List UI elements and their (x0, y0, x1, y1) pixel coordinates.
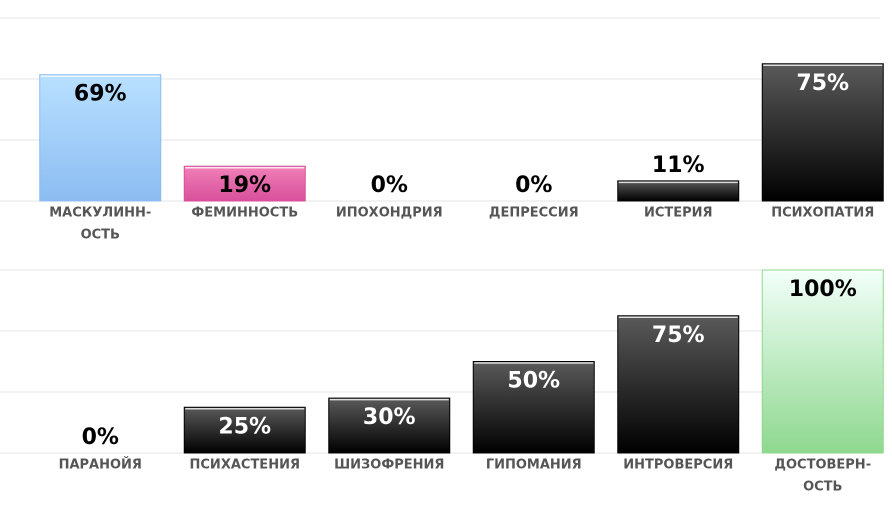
bar (617, 315, 740, 454)
value-label: 69% (74, 82, 127, 107)
value-label: 75% (796, 71, 849, 96)
bar (617, 180, 740, 202)
x-tick-label: ПСИХОПАТИЯ (771, 206, 874, 221)
bar (183, 406, 306, 454)
bar (328, 397, 451, 454)
x-tick-label: ПАРАНОЙЯ (59, 457, 142, 473)
bar (472, 361, 595, 454)
value-label: 0% (82, 425, 119, 450)
value-label: 19% (218, 173, 271, 198)
value-label: 25% (218, 414, 271, 439)
x-tick-label: ОСТЬ (803, 480, 842, 495)
bar (761, 269, 884, 454)
value-label: 0% (371, 173, 408, 198)
x-tick-label: ОСТЬ (81, 228, 120, 243)
bar (761, 63, 884, 202)
value-label: 30% (363, 405, 416, 430)
value-label: 50% (507, 369, 560, 394)
x-tick-label: ИНТРОВЕРСИЯ (623, 458, 733, 473)
value-label: 100% (789, 277, 857, 302)
x-tick-label: МАСКУЛИНН- (49, 206, 151, 221)
value-label: 0% (515, 173, 552, 198)
value-label: 11% (652, 153, 705, 178)
x-tick-label: ГИПОМАНИЯ (486, 458, 582, 473)
x-tick-label: ДЕПРЕССИЯ (489, 206, 579, 221)
x-tick-label: ИСТЕРИЯ (644, 206, 713, 221)
x-tick-label: ПСИХАСТЕНИЯ (190, 458, 300, 473)
x-tick-label: ФЕМИННОСТЬ (191, 206, 298, 221)
x-tick-label: ШИЗОФРЕНИЯ (334, 458, 444, 473)
x-tick-label: ДОСТОВЕРН- (774, 458, 871, 473)
bar (183, 165, 306, 202)
value-label: 75% (652, 323, 705, 348)
x-tick-label: ИПОХОНДРИЯ (336, 206, 443, 221)
bar (39, 74, 162, 202)
